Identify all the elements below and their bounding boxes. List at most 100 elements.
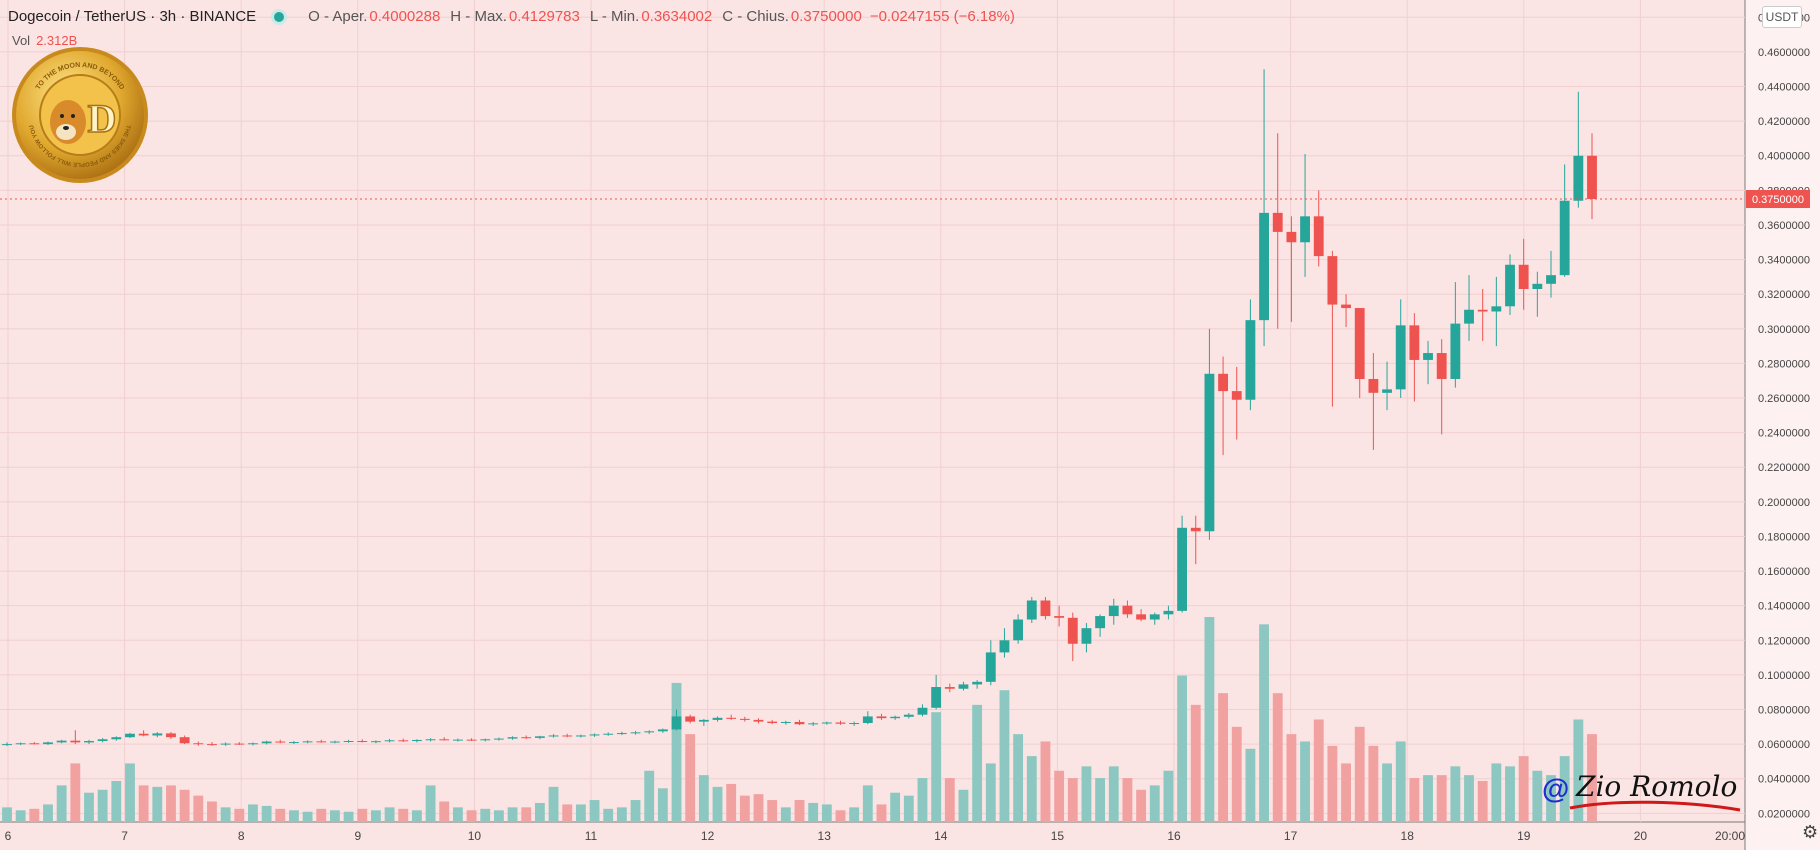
- volume-bar: [1013, 734, 1024, 822]
- volume-indicator[interactable]: Vol 2.312B: [12, 33, 77, 48]
- volume-bars: [2, 617, 1597, 822]
- volume-bar: [794, 800, 805, 822]
- candle-body: [70, 740, 81, 743]
- gear-icon[interactable]: ⚙: [1802, 822, 1819, 842]
- candle-body: [1026, 600, 1037, 620]
- candle-body: [1286, 231, 1297, 243]
- volume-bar: [29, 808, 40, 822]
- volume-bar: [1327, 745, 1338, 822]
- volume-bar: [698, 775, 709, 822]
- candle-body: [1313, 216, 1324, 257]
- volume-bar: [808, 802, 819, 822]
- price-tick-label: 0.4400000: [1758, 82, 1810, 94]
- volume-bar: [1505, 766, 1515, 822]
- volume-bar: [644, 770, 655, 822]
- candle-body: [138, 733, 149, 736]
- volume-bar: [1573, 719, 1584, 822]
- price-tick-label: 0.1000000: [1758, 670, 1810, 682]
- candle-body: [261, 741, 272, 744]
- volume-bar: [507, 807, 518, 822]
- candle-body: [1013, 619, 1024, 641]
- candlesticks[interactable]: [2, 69, 1597, 746]
- price-tick-label: 0.2600000: [1758, 393, 1810, 405]
- candle-body: [179, 737, 190, 744]
- candle-body: [289, 742, 299, 744]
- open-label: O - Aper.: [308, 8, 368, 25]
- candle-body: [1518, 264, 1529, 289]
- volume-bar: [1259, 624, 1269, 822]
- price-tick-label: 0.3600000: [1758, 220, 1810, 232]
- candle-body: [1505, 264, 1515, 307]
- candle-body: [917, 707, 928, 715]
- grid-lines: [0, 0, 1745, 822]
- candle-body: [166, 733, 176, 738]
- volume-bar: [166, 785, 176, 822]
- price-tick-label: 0.2800000: [1758, 358, 1810, 370]
- volume-bar: [1491, 763, 1502, 822]
- volume-bar: [589, 800, 600, 822]
- candle-body: [685, 716, 696, 722]
- volume-bar: [1149, 785, 1160, 822]
- volume-bar: [1368, 745, 1379, 822]
- volume-bar: [862, 785, 873, 822]
- volume-bar: [302, 811, 313, 822]
- candle-body: [1190, 527, 1201, 532]
- volume-bar: [603, 808, 614, 822]
- volume-bar: [1559, 756, 1570, 822]
- volume-bar: [616, 807, 627, 822]
- volume-bar: [890, 792, 901, 822]
- candle-body: [630, 732, 641, 734]
- volume-bar: [330, 810, 340, 822]
- volume-bar: [1464, 775, 1474, 822]
- candle-body: [97, 739, 108, 742]
- volume-bar: [1190, 704, 1201, 822]
- candle-body: [207, 744, 217, 746]
- volume-bar: [1313, 719, 1324, 822]
- volume-bar: [357, 808, 368, 822]
- volume-bar: [1286, 734, 1297, 822]
- candle-body: [616, 733, 627, 735]
- volume-bar: [1518, 756, 1529, 822]
- candle-body: [972, 681, 983, 685]
- candle-body: [1177, 527, 1188, 611]
- volume-bar: [1477, 781, 1488, 822]
- candle-body: [644, 731, 655, 733]
- volume-bar: [1067, 778, 1078, 822]
- price-tick-label: 0.0600000: [1758, 739, 1810, 751]
- time-tick-label: 15: [1051, 829, 1065, 843]
- volume-bar: [712, 786, 723, 822]
- currency-unit-button[interactable]: USDT: [1762, 6, 1802, 28]
- candle-body: [1491, 306, 1502, 312]
- volume-bar: [767, 800, 778, 822]
- candle-body: [439, 739, 450, 741]
- volume-bar: [56, 785, 67, 822]
- volume-bar: [821, 804, 832, 822]
- watermark-text: Zio Romolo: [1575, 770, 1737, 803]
- symbol-title[interactable]: Dogecoin / TetherUS · 3h · BINANCE: [8, 8, 257, 25]
- candle-body: [603, 733, 614, 735]
- candle-body: [876, 716, 887, 719]
- candle-body: [548, 735, 559, 737]
- candle-body: [507, 737, 518, 739]
- volume-bar: [1122, 778, 1133, 822]
- candle-body: [452, 739, 463, 741]
- time-tick-label: 11: [585, 829, 598, 843]
- candle-body: [1149, 614, 1160, 620]
- candle-body: [1272, 212, 1283, 232]
- volume-bar: [753, 794, 764, 822]
- volume-bar: [1272, 693, 1283, 822]
- candle-body: [794, 721, 805, 725]
- open-value: 0.4000288: [369, 8, 441, 25]
- time-axis-labels: 6 7 8 9 10 11 12 13 14 15 16 17 18 19 20 20:00: [5, 829, 1746, 843]
- candle-body: [1136, 614, 1147, 620]
- time-tick-label: 13: [818, 829, 832, 843]
- candle-body: [1300, 216, 1310, 243]
- candle-body: [780, 721, 791, 724]
- volume-bar: [876, 804, 887, 822]
- candle-body: [2, 744, 12, 746]
- volume-bar: [931, 712, 942, 822]
- candle-body: [1382, 389, 1392, 393]
- dogecoin-logo: TO THE MOON AND BEYOND THE SKIES AND PEO…: [12, 47, 148, 183]
- time-tick-label: 9: [354, 829, 361, 843]
